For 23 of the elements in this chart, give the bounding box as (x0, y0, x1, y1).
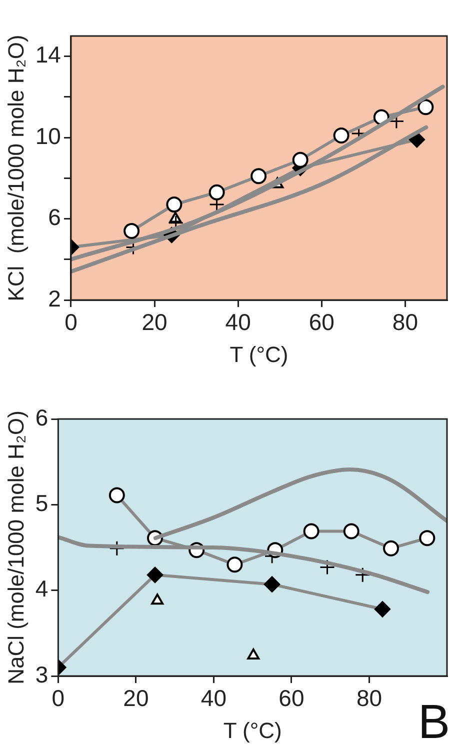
text: B (418, 696, 450, 750)
x-tick-label: 80 (392, 309, 418, 336)
x-tick-label: 40 (225, 309, 251, 336)
y-tick-label: 6 (48, 204, 61, 230)
x-tick-label: 20 (142, 309, 168, 336)
y-tick-label: 5 (35, 490, 48, 516)
x-tick-label: 80 (356, 685, 382, 712)
x-tick-label: 0 (64, 309, 78, 336)
x-axis-title: T (°C) (223, 718, 282, 743)
x-tick-label: 0 (52, 685, 65, 712)
y-tick-label: 10 (35, 122, 61, 149)
x-tick-label: 60 (278, 685, 304, 712)
y-axis-title: KCl (mole/1000 mole H₂O) (3, 34, 28, 302)
x-tick-label: 40 (200, 685, 227, 712)
y-axis-title: NaCl (mole/1000 mole H₂O) (3, 410, 28, 684)
x-axis-title: T (°C) (230, 342, 288, 367)
y-tick-label: 4 (35, 576, 48, 602)
y-tick-label: 6 (35, 404, 48, 430)
y-tick-label: 14 (35, 42, 62, 68)
y-tick-label: 2 (48, 285, 61, 312)
y-tick-label: 3 (35, 661, 48, 688)
x-tick-label: 60 (308, 309, 334, 336)
x-tick-label: 20 (123, 685, 149, 712)
